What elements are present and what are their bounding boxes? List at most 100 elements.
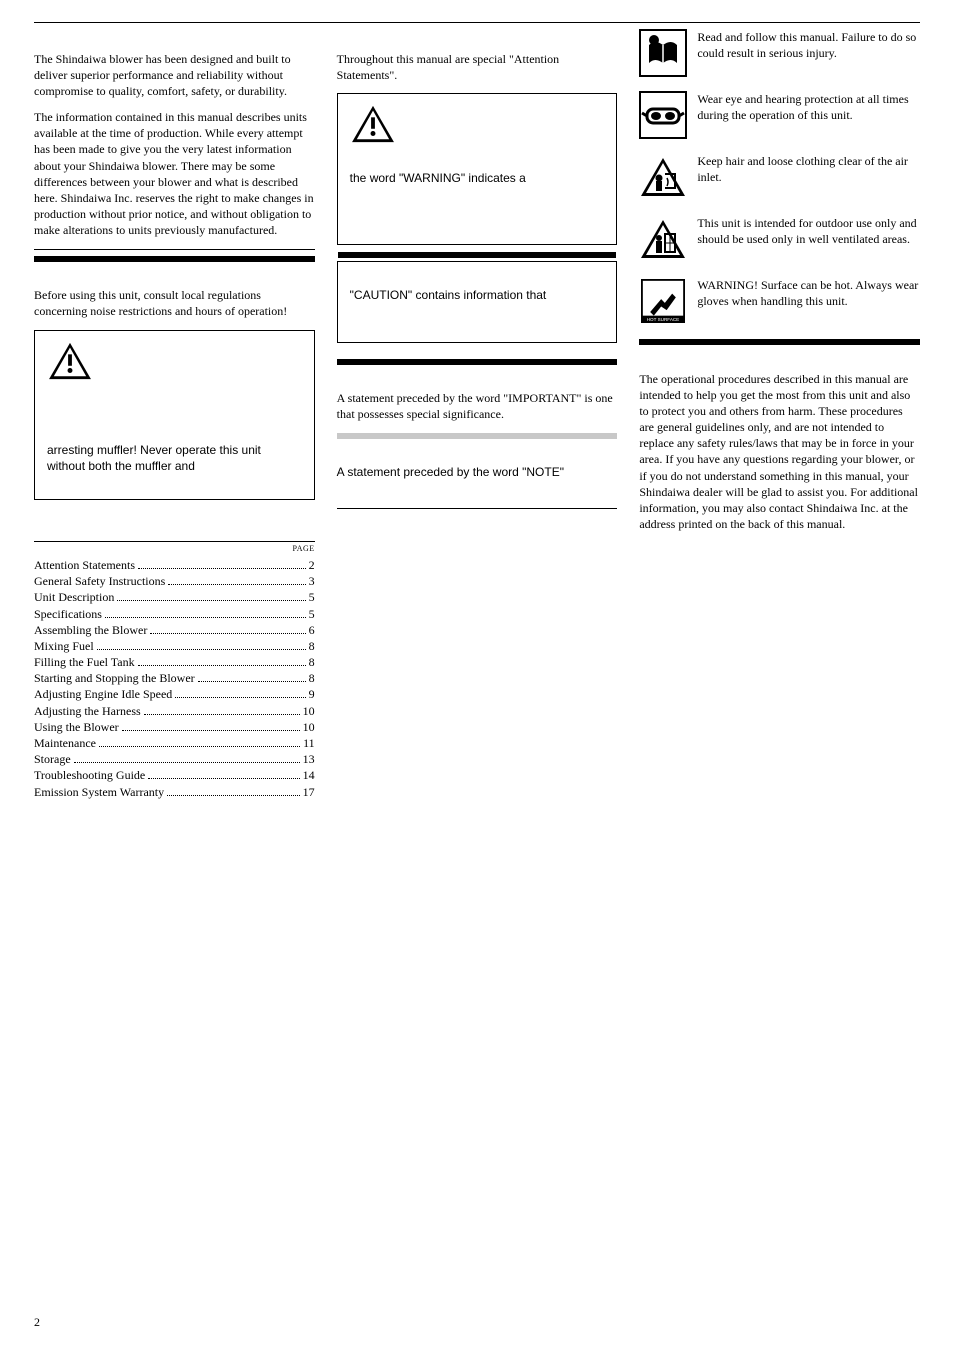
- toc-page-number: 13: [303, 751, 315, 767]
- intro-paragraph-1: The Shindaiwa blower has been designed a…: [34, 51, 315, 100]
- attention-lead: Throughout this manual are special "Atte…: [337, 51, 618, 83]
- toc-label: Emission System Warranty: [34, 784, 164, 800]
- toc-leader-dots: [138, 665, 306, 666]
- icon-row-hot: HOT SURFACE WARNING! Surface can be hot.…: [639, 277, 920, 325]
- top-rule: [34, 22, 920, 23]
- note-label: NOTE:: [337, 443, 618, 461]
- toc-entry: Mixing Fuel 8: [34, 638, 315, 654]
- toc-label: Assembling the Blower: [34, 622, 147, 638]
- three-column-layout: Introduction The Shindaiwa blower has be…: [34, 29, 920, 800]
- toc-label: Maintenance: [34, 735, 96, 751]
- toc-entry: Attention Statements 2: [34, 557, 315, 573]
- caution-definition-text: "CAUTION" contains information that: [350, 287, 605, 303]
- toc-leader-dots: [148, 778, 299, 779]
- note-definition-text: A statement preceded by the word "NOTE": [337, 464, 618, 480]
- toc-page-number: 8: [309, 670, 315, 686]
- icon-row-manual: Read and follow this manual. Failure to …: [639, 29, 920, 77]
- toc-leader-dots: [117, 600, 305, 601]
- caution-label: CAUTION!: [350, 266, 605, 284]
- work-safely-body: The operational procedures described in …: [639, 371, 920, 533]
- toc-page-number: 14: [303, 767, 315, 783]
- warning-definition-text: the word "WARNING" indicates a: [350, 170, 605, 186]
- page-number: 2: [34, 1314, 40, 1330]
- icon-row-hair: Keep hair and loose clothing clear of th…: [639, 153, 920, 201]
- toc-page-number: 17: [303, 784, 315, 800]
- toc-leader-dots: [99, 746, 300, 747]
- column-right: Read and follow this manual. Failure to …: [639, 29, 920, 800]
- toc-leader-dots: [198, 681, 306, 682]
- toc-page-number: 10: [303, 719, 315, 735]
- outdoor-use-text: This unit is intended for outdoor use on…: [697, 215, 920, 247]
- toc-leader-dots: [97, 649, 306, 650]
- toc-entry: General Safety Instructions 3: [34, 573, 315, 589]
- toc-page-header: PAGE: [34, 544, 315, 555]
- toc-leader-dots: [122, 730, 300, 731]
- important-heading: IMPORTANT!: [34, 266, 315, 284]
- read-manual-text: Read and follow this manual. Failure to …: [697, 29, 920, 61]
- toc-page-number: 2: [309, 557, 315, 573]
- rule: [34, 249, 315, 250]
- warning-triangle-icon: [350, 104, 396, 144]
- toc-label: Mixing Fuel: [34, 638, 94, 654]
- toc-page-number: 8: [309, 654, 315, 670]
- intro-heading: Introduction: [34, 29, 315, 47]
- rule: [337, 508, 618, 509]
- intro-paragraph-2: The information contained in this manual…: [34, 109, 315, 239]
- toc-entry: Starting and Stopping the Blower 8: [34, 670, 315, 686]
- warning-triangle-icon: [47, 341, 93, 381]
- warning-label: WARNING!: [47, 385, 302, 403]
- warning-callout: WARNING! arresting muffler! Never operat…: [34, 330, 315, 500]
- toc-page-number: 10: [303, 703, 315, 719]
- toc-entry: Filling the Fuel Tank 8: [34, 654, 315, 670]
- work-safely-heading: Work Safely: [639, 349, 920, 367]
- toc-entry: Storage 13: [34, 751, 315, 767]
- toc-label: Specifications: [34, 606, 102, 622]
- toc-label: Adjusting Engine Idle Speed: [34, 686, 172, 702]
- toc-label: Troubleshooting Guide: [34, 767, 145, 783]
- toc-label: Unit Description: [34, 589, 114, 605]
- hot-surface-icon: HOT SURFACE: [639, 277, 687, 325]
- toc-leader-dots: [150, 633, 305, 634]
- icon-row-eye: Wear eye and hearing protection at all t…: [639, 91, 920, 139]
- toc-entry: Adjusting Engine Idle Speed 9: [34, 686, 315, 702]
- important-text: Before using this unit, consult local re…: [34, 287, 315, 319]
- toc-label: Adjusting the Harness: [34, 703, 141, 719]
- warning-label: WARNING!: [350, 148, 605, 166]
- icon-row-outdoor: This unit is intended for outdoor use on…: [639, 215, 920, 263]
- toc-rule: [34, 541, 315, 542]
- toc-leader-dots: [167, 795, 300, 796]
- warning-body: arresting muffler! Never operate this un…: [47, 442, 302, 474]
- work-safely-bar: [639, 339, 920, 345]
- important-label: IMPORTANT!: [337, 369, 618, 387]
- caution-definition-box: CAUTION! "CAUTION" contains information …: [337, 261, 618, 343]
- toc-list: Attention Statements 2General Safety Ins…: [34, 557, 315, 800]
- read-manual-icon: [639, 29, 687, 77]
- toc-entry: Emission System Warranty 17: [34, 784, 315, 800]
- toc-page-number: 11: [303, 735, 315, 751]
- toc-label: Starting and Stopping the Blower: [34, 670, 195, 686]
- toc-entry: Assembling the Blower 6: [34, 622, 315, 638]
- svg-text:HOT SURFACE: HOT SURFACE: [647, 317, 679, 322]
- toc-entry: Using the Blower 10: [34, 719, 315, 735]
- hot-surface-text: WARNING! Surface can be hot. Always wear…: [697, 277, 920, 309]
- eye-protection-icon: [639, 91, 687, 139]
- toc-entry: Troubleshooting Guide 14: [34, 767, 315, 783]
- column-left: Introduction The Shindaiwa blower has be…: [34, 29, 315, 800]
- toc-page-number: 5: [309, 589, 315, 605]
- toc-entry: Specifications 5: [34, 606, 315, 622]
- attention-heading: Attention Statements: [337, 29, 618, 47]
- toc-page-number: 6: [309, 622, 315, 638]
- note-bar: [337, 433, 618, 439]
- toc-label: Filling the Fuel Tank: [34, 654, 135, 670]
- important-definition-text: A statement preceded by the word "IMPORT…: [337, 390, 618, 422]
- hair-clothing-icon: [639, 153, 687, 201]
- toc-leader-dots: [74, 762, 300, 763]
- toc-leader-dots: [144, 714, 300, 715]
- toc-page-number: 8: [309, 638, 315, 654]
- hair-clothing-text: Keep hair and loose clothing clear of th…: [697, 153, 920, 185]
- toc-label: Attention Statements: [34, 557, 135, 573]
- caution-bar: [338, 252, 617, 258]
- toc-entry: Unit Description 5: [34, 589, 315, 605]
- toc-page-number: 5: [309, 606, 315, 622]
- toc-label: Storage: [34, 751, 71, 767]
